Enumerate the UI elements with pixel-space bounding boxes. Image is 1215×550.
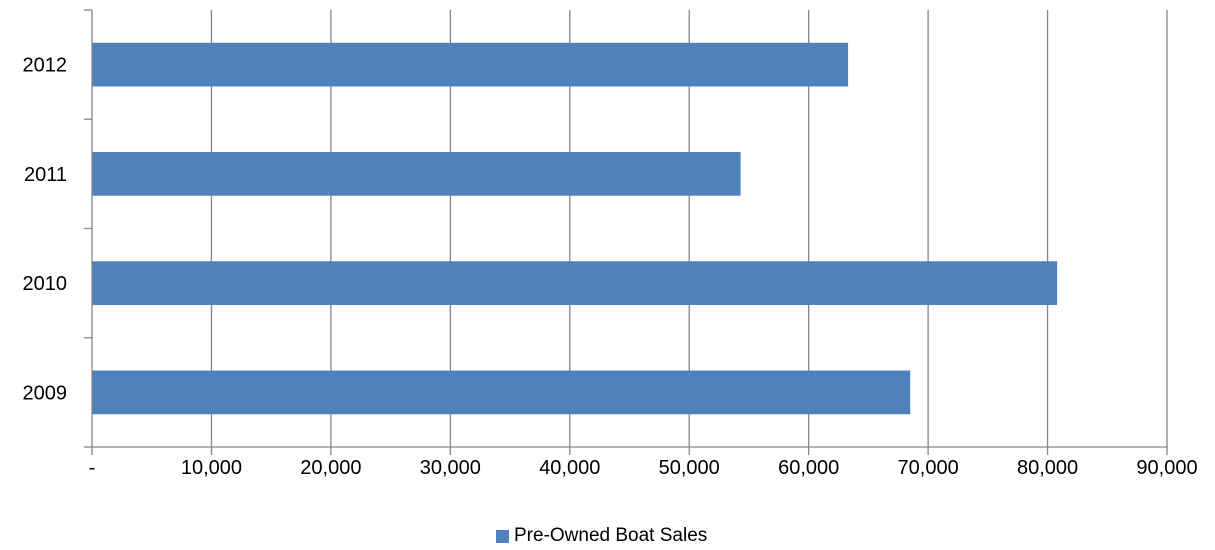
legend: Pre-Owned Boat Sales [496,524,707,548]
x-tick-label: 90,000 [1136,457,1197,479]
x-tick-label: 10,000 [181,457,242,479]
legend-swatch [496,529,509,543]
x-tick-label: 80,000 [1017,457,1078,479]
y-tick-label: 2010 [23,273,68,295]
bar [92,152,741,196]
bars [92,42,1058,415]
bar [92,42,849,87]
x-tick-label: 40,000 [539,457,600,479]
y-tick-label: 2009 [23,382,68,404]
x-tick-label: 50,000 [659,457,720,479]
y-tick-label: 2012 [23,55,68,77]
x-tick-label: 60,000 [778,457,839,479]
legend-label: Pre-Owned Boat Sales [514,525,708,546]
x-axis-labels: - 10,000 20,000 30,000 40,000 50,000 60,000 70,… [89,457,1198,479]
x-tick-label: 20,000 [300,457,361,479]
x-tick-label: - [89,457,96,479]
axes [84,9,1168,455]
y-axis-labels: 2012 2011 2010 2009 [23,55,68,405]
bar [92,261,1058,305]
y-tick-label: 2011 [24,164,67,186]
x-tick-label: 70,000 [898,457,959,479]
bar [92,370,911,415]
x-tick-label: 30,000 [420,457,481,479]
